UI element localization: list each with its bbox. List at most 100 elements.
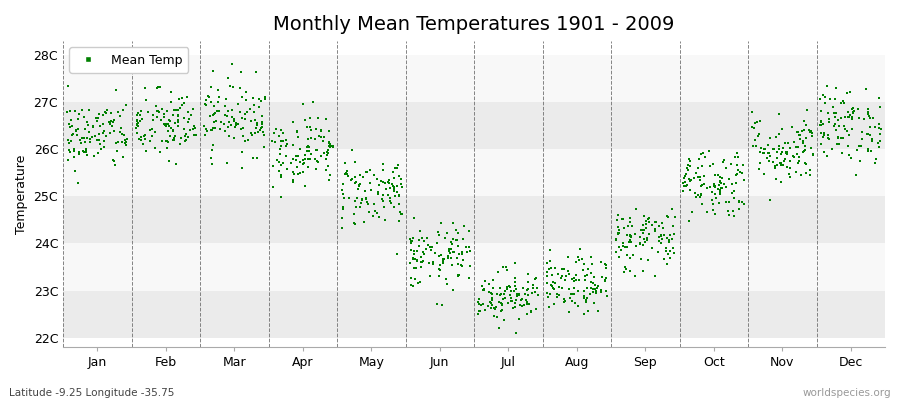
Point <box>272 168 286 174</box>
Point <box>163 133 177 139</box>
Point <box>705 189 719 196</box>
Point <box>407 248 421 254</box>
Point <box>476 287 491 294</box>
Point <box>682 156 697 162</box>
Point <box>78 126 93 132</box>
Point <box>115 107 130 114</box>
Point <box>491 269 506 276</box>
Point <box>104 130 118 136</box>
Point <box>676 188 690 194</box>
Point <box>518 302 532 308</box>
Point <box>552 284 566 290</box>
Point <box>149 113 164 120</box>
Point <box>787 139 801 145</box>
Point <box>375 196 390 202</box>
Point <box>177 100 192 106</box>
Point <box>821 132 835 138</box>
Point <box>554 274 568 281</box>
Point <box>279 152 293 159</box>
Point <box>790 129 805 135</box>
Point <box>205 112 220 118</box>
Point <box>376 167 391 173</box>
Point <box>824 146 839 152</box>
Point <box>392 173 406 179</box>
Point <box>712 182 726 188</box>
Point <box>449 227 464 233</box>
Point <box>409 265 423 271</box>
Point <box>227 116 241 122</box>
Point <box>451 272 465 278</box>
Point <box>846 105 860 112</box>
Point <box>450 273 464 280</box>
Point <box>87 132 102 139</box>
Point <box>286 168 301 175</box>
Point <box>866 115 880 121</box>
Point <box>854 143 868 149</box>
Point <box>749 143 763 149</box>
Point <box>585 261 599 267</box>
Point <box>303 127 318 134</box>
Point <box>197 123 211 130</box>
Point <box>249 154 264 161</box>
Point <box>634 256 649 262</box>
Point <box>274 194 288 200</box>
Point <box>828 114 842 120</box>
Point <box>842 112 857 118</box>
Point <box>245 132 259 138</box>
Point <box>109 87 123 93</box>
Point <box>497 291 511 298</box>
Point <box>832 134 846 140</box>
Point <box>796 148 810 155</box>
Point <box>382 177 396 183</box>
Point <box>72 151 86 158</box>
Point <box>274 162 288 168</box>
Point <box>487 305 501 312</box>
Point <box>580 295 594 302</box>
Point <box>437 235 452 242</box>
Point <box>247 102 261 109</box>
Point <box>485 291 500 298</box>
Point <box>313 153 328 159</box>
Point <box>820 83 834 90</box>
Point <box>182 116 196 123</box>
Point <box>796 127 811 133</box>
Point <box>150 85 165 92</box>
Point <box>515 296 529 302</box>
Point <box>161 128 176 134</box>
Point <box>830 141 844 148</box>
Point <box>178 137 193 144</box>
Point <box>414 264 428 270</box>
Point <box>502 283 517 289</box>
Point <box>199 97 213 104</box>
Point <box>462 228 476 234</box>
Point <box>761 150 776 156</box>
Point <box>481 302 495 309</box>
Point <box>589 290 603 296</box>
Point <box>727 194 742 201</box>
Point <box>250 129 265 135</box>
Point <box>598 278 612 285</box>
Point <box>64 117 78 123</box>
Point <box>507 288 521 294</box>
Point <box>717 156 732 163</box>
Point <box>719 164 733 171</box>
Point <box>86 122 100 129</box>
Point <box>587 274 601 281</box>
Point <box>750 118 764 125</box>
Point <box>162 158 176 164</box>
Point <box>306 99 320 106</box>
Point <box>778 150 793 156</box>
Point <box>441 246 455 253</box>
Point <box>350 195 365 202</box>
Point <box>90 118 104 124</box>
Point <box>852 158 867 164</box>
Point <box>504 295 518 302</box>
Point <box>659 248 673 254</box>
Title: Monthly Mean Temperatures 1901 - 2009: Monthly Mean Temperatures 1901 - 2009 <box>274 15 675 34</box>
Point <box>862 124 877 130</box>
Point <box>205 67 220 74</box>
Point <box>455 262 470 269</box>
Point <box>314 128 328 134</box>
Point <box>678 179 692 185</box>
Point <box>707 181 722 187</box>
